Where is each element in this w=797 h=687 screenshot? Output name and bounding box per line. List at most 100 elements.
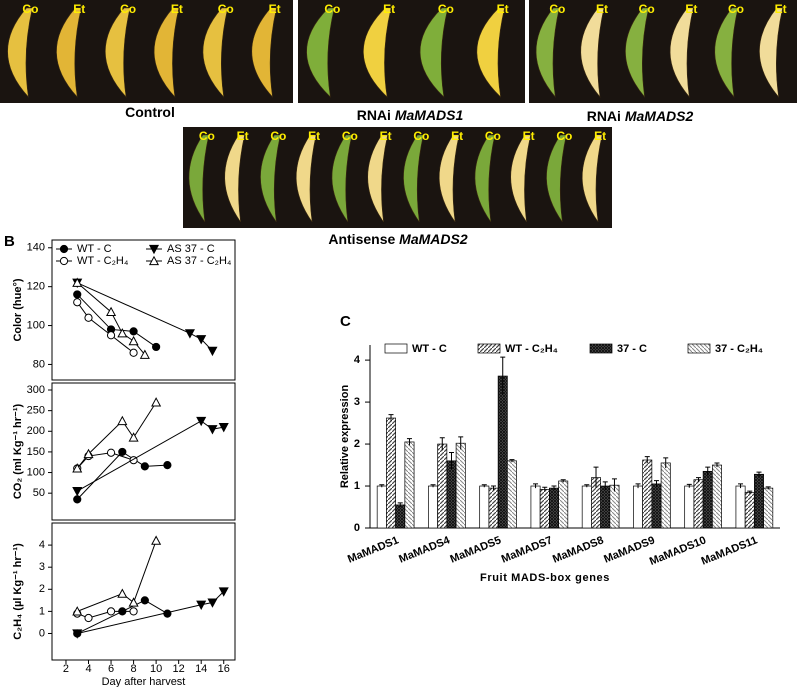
banana bbox=[474, 134, 496, 223]
x-tick-label: MaMADS8 bbox=[551, 534, 605, 565]
photo-tag: Et bbox=[171, 2, 183, 16]
marker bbox=[129, 607, 138, 616]
x-tick-label: MaMADS7 bbox=[500, 534, 554, 565]
photo-tag: Co bbox=[199, 129, 215, 143]
marker bbox=[117, 588, 128, 598]
y-tick-label: 3 bbox=[39, 561, 45, 573]
marker bbox=[128, 432, 139, 442]
x-tick-label: MaMADS1 bbox=[346, 534, 400, 565]
bar bbox=[386, 417, 396, 529]
legend-label: WT - C bbox=[77, 243, 112, 255]
y-axis-title: Color (hue°) bbox=[12, 278, 24, 341]
marker bbox=[218, 587, 229, 597]
x-axis-title: Day after harvest bbox=[102, 676, 186, 687]
plot-frame bbox=[51, 522, 236, 661]
x-tick-label: 8 bbox=[131, 663, 137, 675]
banana bbox=[153, 7, 180, 98]
error-bar bbox=[714, 462, 720, 468]
bar bbox=[711, 464, 722, 529]
banana bbox=[476, 7, 506, 98]
bar bbox=[633, 485, 643, 529]
photo-tag: Et bbox=[451, 129, 463, 143]
marker bbox=[151, 535, 162, 545]
marker bbox=[163, 461, 172, 470]
photo-tag: Co bbox=[270, 129, 286, 143]
bar bbox=[428, 485, 438, 529]
y-tick-label: 300 bbox=[27, 384, 45, 396]
error-bar bbox=[430, 484, 436, 488]
error-bar bbox=[560, 479, 566, 483]
bar bbox=[735, 485, 746, 529]
legend-label: WT - C bbox=[412, 343, 447, 355]
marker bbox=[72, 487, 83, 497]
marker bbox=[117, 328, 128, 338]
banana bbox=[625, 7, 650, 98]
bar bbox=[702, 470, 713, 529]
legend-label: 37 - C₂H₄ bbox=[715, 343, 763, 355]
x-tick-label: MaMADS5 bbox=[449, 534, 503, 565]
error-bar bbox=[551, 485, 557, 491]
error-bar bbox=[696, 477, 702, 482]
banana bbox=[403, 134, 424, 223]
marker bbox=[106, 306, 117, 317]
y-tick-label: 0 bbox=[354, 522, 360, 534]
bar bbox=[684, 485, 695, 529]
bar bbox=[530, 485, 541, 529]
legend-swatch bbox=[589, 343, 613, 354]
bar bbox=[763, 487, 774, 529]
bar bbox=[395, 504, 406, 529]
y-tick-label: 100 bbox=[27, 466, 45, 478]
legend-label: AS 37 - C₂H₄ bbox=[167, 255, 232, 267]
photo-tag: Et bbox=[523, 129, 535, 143]
marker bbox=[106, 607, 116, 616]
marker bbox=[148, 244, 160, 255]
error-bar bbox=[602, 481, 608, 491]
marker bbox=[84, 613, 93, 623]
marker bbox=[148, 255, 160, 266]
legend-label: 37 - C bbox=[617, 343, 647, 355]
photo-tag: Et bbox=[685, 2, 697, 16]
x-tick-label: MaMADS11 bbox=[700, 534, 759, 567]
error-bar bbox=[509, 459, 515, 463]
bar bbox=[600, 485, 611, 529]
error-bar bbox=[593, 466, 599, 489]
marker bbox=[207, 346, 218, 357]
marker bbox=[83, 448, 94, 459]
photo-tag: Et bbox=[596, 2, 608, 16]
error-bar bbox=[406, 438, 412, 446]
photo-tag: Et bbox=[383, 2, 395, 16]
x-tick-label: 14 bbox=[195, 663, 207, 675]
caption-text: Control bbox=[125, 104, 175, 120]
photo-tag: Co bbox=[639, 2, 655, 16]
photo-caption: Antisense MaMADS2 bbox=[328, 231, 467, 247]
y-tick-label: 50 bbox=[33, 487, 45, 499]
y-tick-label: 1 bbox=[354, 480, 360, 492]
marker bbox=[106, 331, 116, 340]
error-bar bbox=[439, 437, 445, 451]
banana bbox=[759, 7, 784, 98]
photo-tag: Co bbox=[728, 2, 744, 16]
marker bbox=[207, 425, 218, 435]
bar bbox=[437, 443, 448, 529]
legend-label: WT - C₂H₄ bbox=[505, 343, 558, 355]
photo bbox=[529, 0, 797, 103]
marker bbox=[84, 313, 93, 322]
banana bbox=[714, 7, 739, 98]
y-tick-label: 250 bbox=[27, 405, 45, 417]
marker bbox=[151, 397, 162, 407]
y-tick-label: 100 bbox=[27, 319, 45, 331]
banana bbox=[7, 7, 33, 98]
bar bbox=[754, 473, 764, 529]
bar bbox=[539, 489, 550, 529]
photo-tag: Co bbox=[22, 2, 38, 16]
y-tick-label: 4 bbox=[39, 539, 45, 551]
caption-gene: MaMADS1 bbox=[395, 107, 464, 123]
error-bar bbox=[635, 483, 641, 489]
banana bbox=[546, 134, 567, 223]
photo-tag: Et bbox=[237, 129, 249, 143]
bar bbox=[651, 483, 662, 529]
error-bar bbox=[765, 486, 771, 490]
photo-caption: Control bbox=[125, 104, 175, 120]
banana bbox=[202, 7, 229, 98]
